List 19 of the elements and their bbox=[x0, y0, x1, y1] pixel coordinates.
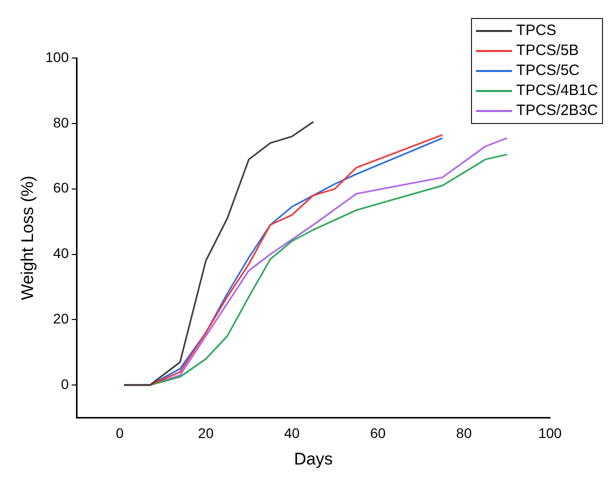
y-axis-title: Weight Loss (%) bbox=[18, 176, 37, 300]
x-tick-label: 20 bbox=[198, 425, 214, 442]
y-tick-label: 60 bbox=[53, 180, 69, 196]
x-tick-label: 40 bbox=[284, 425, 300, 442]
legend-label: TPCS/5B bbox=[516, 41, 579, 61]
y-tick-label: 20 bbox=[53, 310, 69, 327]
y-tick-label: 80 bbox=[53, 114, 69, 130]
legend-label: TPCS/5C bbox=[516, 61, 580, 81]
legend-label: TPCS bbox=[516, 21, 556, 41]
x-axis-title: Days bbox=[294, 449, 333, 468]
x-tick-label: 60 bbox=[370, 425, 386, 442]
x-tick-label: 100 bbox=[538, 425, 562, 442]
x-tick-label: 0 bbox=[116, 425, 124, 442]
x-tick-label: 80 bbox=[456, 425, 472, 442]
legend-label: TPCS/2B3C bbox=[516, 101, 598, 121]
legend-label: TPCS/4B1C bbox=[516, 81, 598, 101]
y-tick-label: 0 bbox=[60, 376, 69, 392]
y-tick-label: 40 bbox=[53, 245, 69, 262]
y-tick-label: 100 bbox=[45, 48, 69, 65]
